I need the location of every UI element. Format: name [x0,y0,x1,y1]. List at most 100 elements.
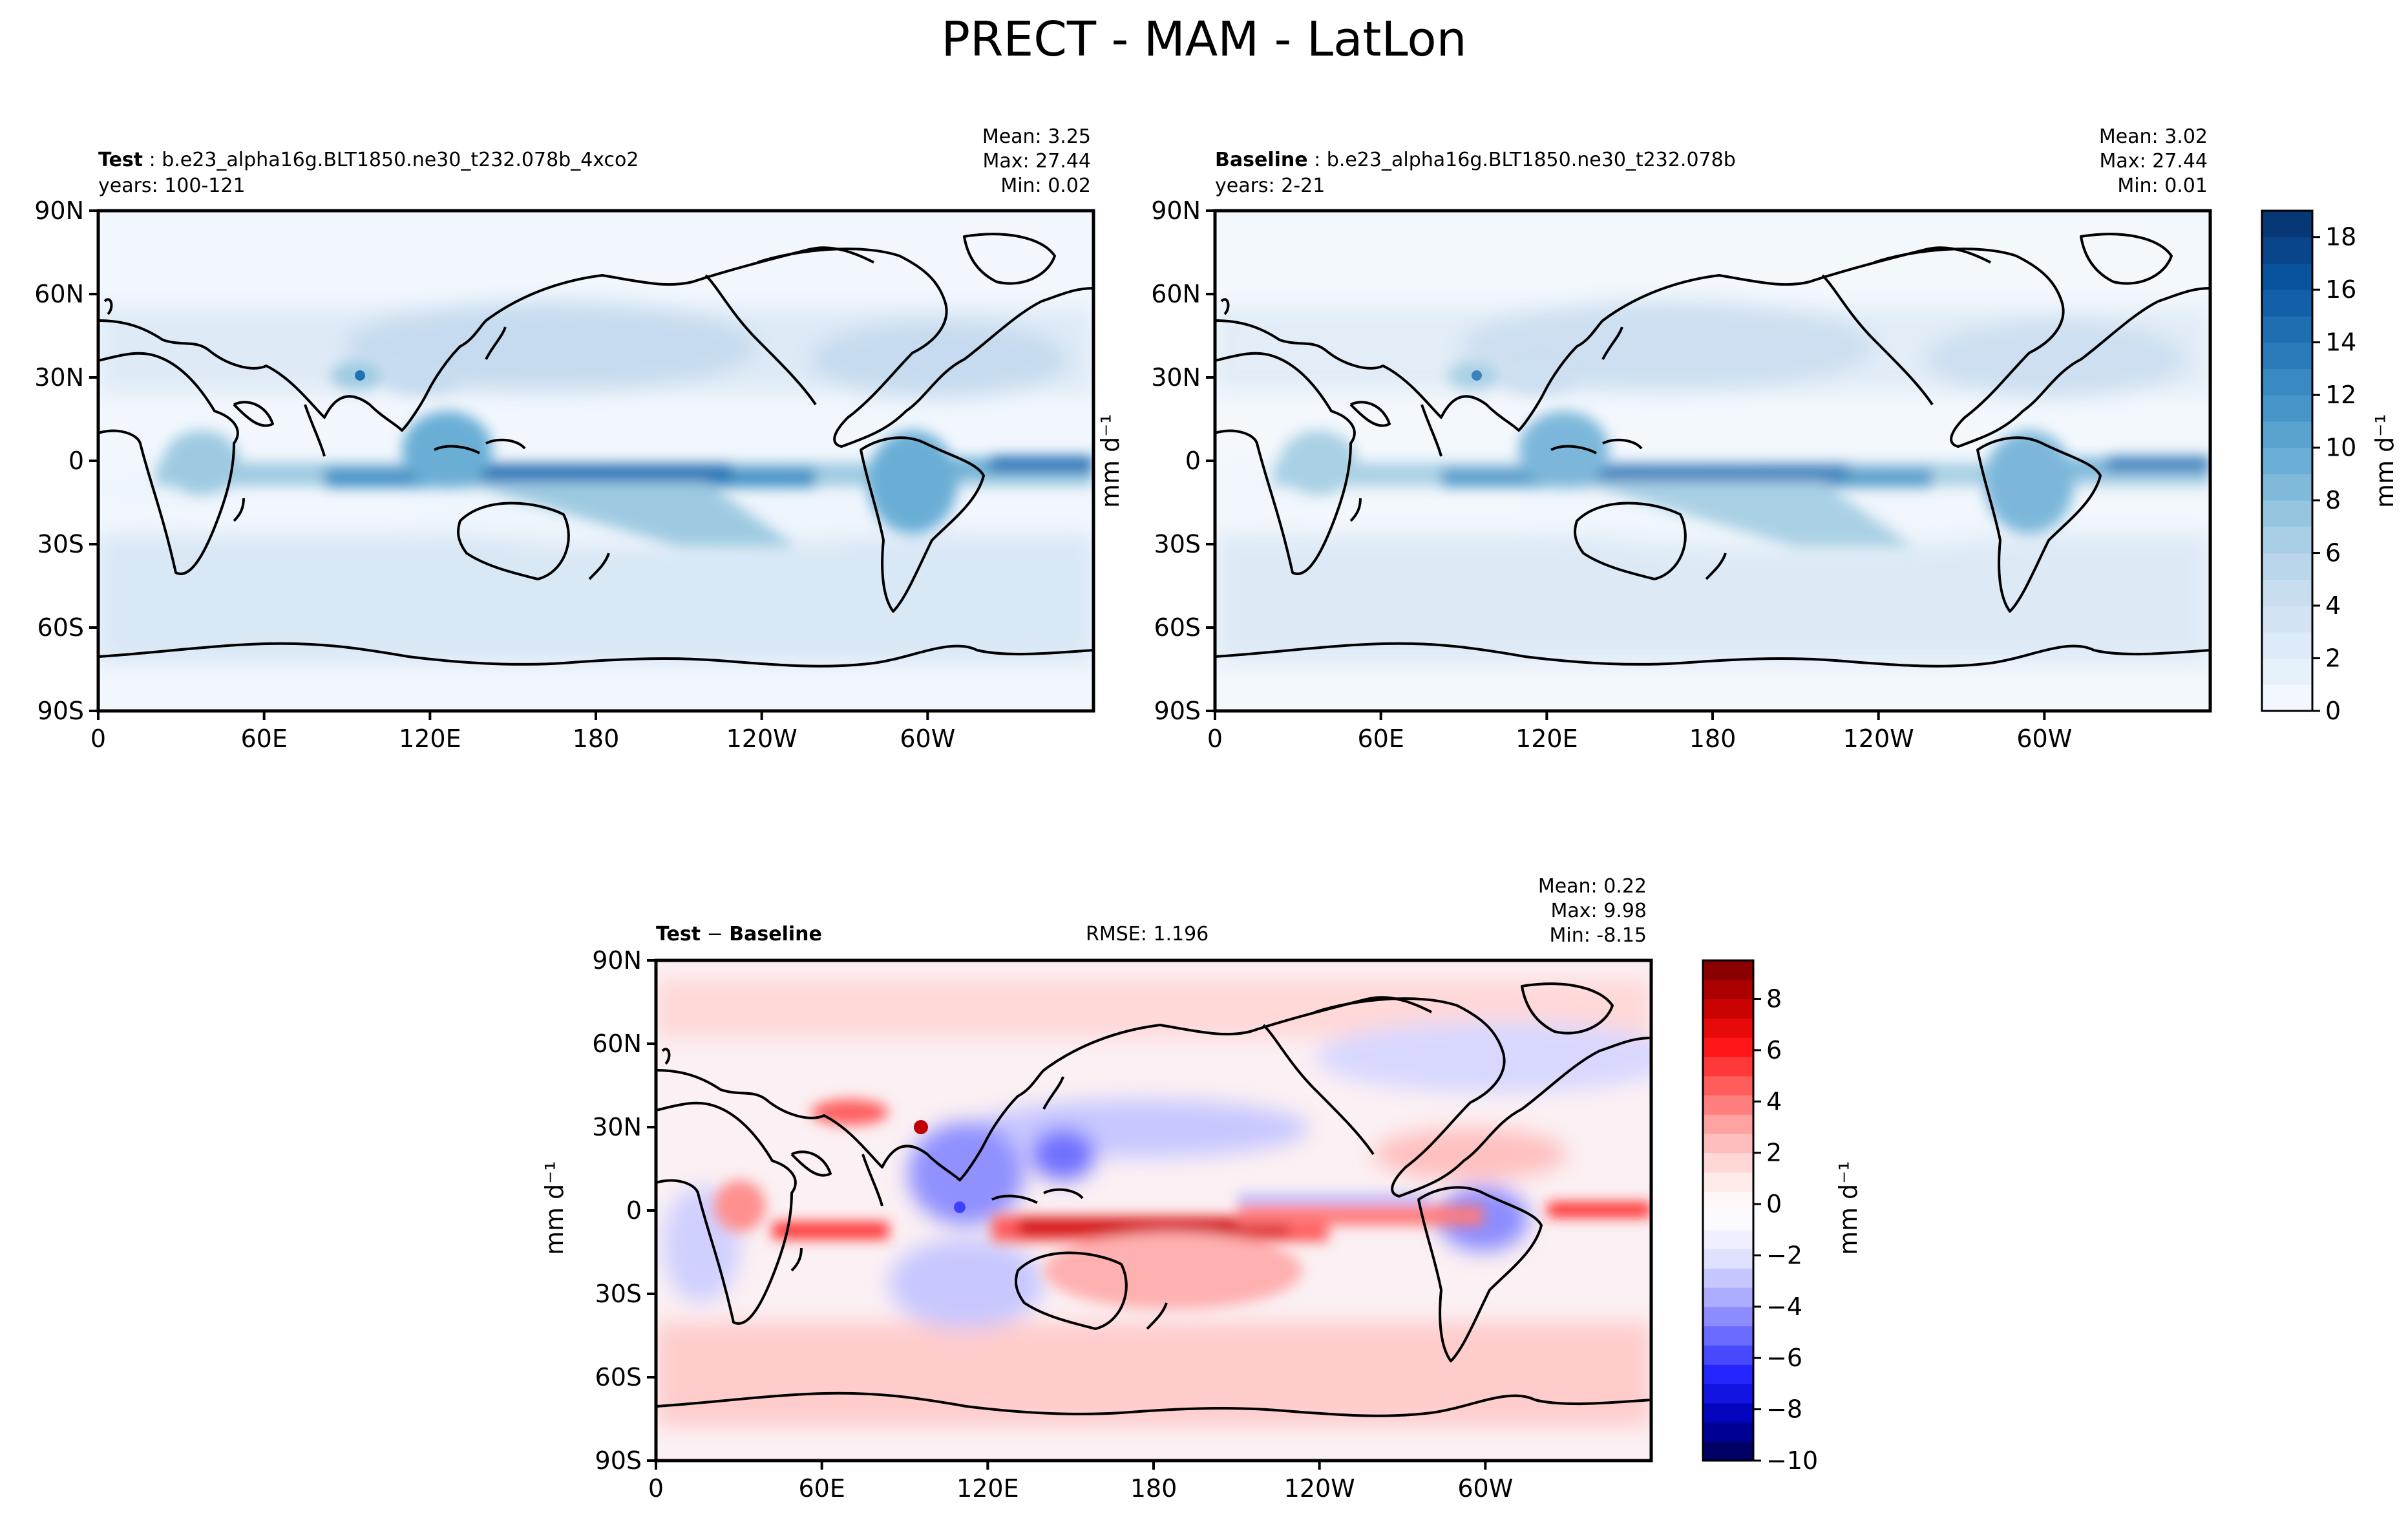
test-ytick-label: 60S [37,613,84,642]
baseline-ytick-label: 60S [1154,613,1201,642]
baseline-ytick-label: 30S [1154,530,1201,558]
diff-colorbar-segment [1703,999,1753,1019]
blue-colorbar-segment [2262,553,2312,580]
test-precip-field [85,211,1093,711]
baseline-ytick-label: 30N [1151,363,1201,392]
diff-colorbar-segment [1703,1326,1753,1346]
diff-colorbar-segment [1703,1037,1753,1057]
diff-colorbar-segment [1703,1249,1753,1269]
diff-ytick-label: 30S [595,1280,642,1308]
diff-colorbar-segment [1703,1152,1753,1173]
diff-label-b: Baseline [729,923,822,946]
test-ytick-label: 30N [34,363,84,392]
baseline-precip-field [1202,211,2210,711]
test-mean: Mean: 3.25 [982,125,1091,148]
baseline-xtick-label: 60E [1357,724,1404,753]
test-max: Max: 27.44 [982,150,1091,173]
diff-colorbar-tick-label: −6 [1766,1344,1802,1372]
baseline-ytick-label: 0 [1185,447,1201,475]
baseline-map-canvas [1202,211,2210,711]
test-map-canvas [85,211,1093,711]
diff-colorbar-tick-label: −4 [1766,1293,1802,1321]
blue-colorbar-segment [2262,474,2312,501]
test-years: years: 100-121 [98,174,246,197]
baseline-max: Max: 27.44 [2099,150,2208,173]
blue-colorbar-segment [2262,263,2312,290]
diff-ytick-label: 0 [626,1196,642,1225]
diff-colorbar-segment [1703,1364,1753,1384]
diff-colorbar-segment [1703,1018,1753,1038]
diff-rmse: RMSE: 1.196 [1086,923,1209,946]
blue-colorbar-segment [2262,211,2312,238]
baseline-ytick-label: 90N [1151,196,1201,225]
diff-colorbar-tick-label: −2 [1766,1241,1802,1269]
blue-colorbar-segment [2262,315,2312,343]
diff-ytick-label: 90S [595,1446,642,1475]
test-ytick-label: 60N [34,280,84,308]
test-label: Test [98,149,143,171]
diff-colorbar-segment [1703,1345,1753,1365]
diff-header: Test − Baseline [656,923,822,946]
diff-xtick-label: 120E [956,1474,1019,1503]
diff-map-canvas [656,960,1651,1461]
diff-colorbar-segment [1703,1075,1753,1095]
diff-colorbar-segment [1703,1056,1753,1077]
diff-max: Max: 9.98 [1550,900,1647,922]
diff-colorbar: 8 6 4 2 0 −2 −4 −6 −8 −10 [1702,959,1818,1475]
blue-colorbar-segment [2262,658,2312,685]
diff-label-op: − [701,923,730,946]
baseline-xtick-label: 60W [2016,724,2072,753]
blue-colorbar-segment [2262,290,2312,317]
diff-xtick-label: 60W [1457,1474,1513,1503]
blue-colorbar-tick-label: 6 [2325,539,2341,567]
baseline-xtick-label: 180 [1689,724,1737,753]
blue-colorbar-tick-label: 16 [2325,275,2356,304]
blue-colorbar-tick-label: 18 [2325,223,2356,251]
baseline-xtick-label: 120W [1843,724,1914,753]
blue-colorbar-segment [2262,684,2312,712]
baseline-ytick-label: 60N [1151,280,1201,308]
diff-colorbar-segment [1703,1133,1753,1154]
blue-colorbar-segment [2262,237,2312,264]
blue-colorbar-frame [2261,209,2314,712]
diff-map-panel: 0 60E 120E 180 120W 60W 90N 60N 30N 0 30S 60S 90S [592,946,1653,1503]
blue-colorbar-segment [2262,606,2312,633]
diff-colorbar-tick-label: 4 [1766,1087,1782,1115]
diff-colorbar-segment [1703,960,1753,980]
diff-colorbar-segment [1703,1095,1753,1115]
test-xtick-label: 120E [399,724,461,753]
figure-title: PRECT - MAM - LatLon [941,12,1467,67]
diff-ytick-label: 60S [595,1363,642,1391]
baseline-ticks: 0 60E 120E 180 120W 60W 90N 60N 30N 0 30S 60S 90S [1151,196,2072,753]
test-min: Min: 0.02 [1000,174,1091,197]
baseline-xtick-label: 0 [1207,724,1223,753]
blue-colorbar-segment [2262,500,2312,527]
blue-colorbar-segment [2262,421,2312,449]
diff-ytick-label: 90N [592,946,642,975]
diff-colorbar-segment [1703,1229,1753,1250]
blue-colorbar-tick-label: 8 [2325,486,2341,514]
diff-label-a: Test [656,923,701,946]
baseline-map-panel: 0 60E 120E 180 120W 60W 90N 60N 30N 0 30S 60S 90S [1151,196,2212,753]
diff-colorbar-tick-label: 2 [1766,1139,1782,1167]
baseline-ytick-label: 90S [1154,697,1201,725]
blue-colorbar-tick-label: 10 [2325,434,2356,462]
blue-colorbar-segment [2262,526,2312,554]
diff-colorbar-tick-label: −8 [1766,1395,1802,1424]
diff-mean: Mean: 0.22 [1537,875,1647,898]
baseline-mean: Mean: 3.02 [2098,125,2208,148]
test-header: Test : b.e23_alpha16g.BLT1850.ne30_t232.… [98,149,639,172]
blue-colorbar: 0 2 4 6 8 10 12 14 16 18 [2261,209,2356,725]
diff-colorbar-tick-label: 8 [1766,985,1782,1013]
diff-ticks: 0 60E 120E 180 120W 60W 90N 60N 30N 0 30S 60S 90S [592,946,1513,1503]
diff-colorbar-frame [1702,959,1755,1462]
baseline-case: : b.e23_alpha16g.BLT1850.ne30_t232.078b [1307,149,1736,171]
diff-colorbar-segment [1703,979,1753,1000]
blue-colorbar-segment [2262,579,2312,606]
diff-colorbar-tick-label: 6 [1766,1036,1782,1064]
diff-colorbar-segment [1703,1441,1753,1461]
blue-colorbar-tick-label: 2 [2325,644,2341,673]
diff-ytick-label: 60N [592,1030,642,1058]
blue-colorbar-tick-label: 14 [2325,328,2356,357]
